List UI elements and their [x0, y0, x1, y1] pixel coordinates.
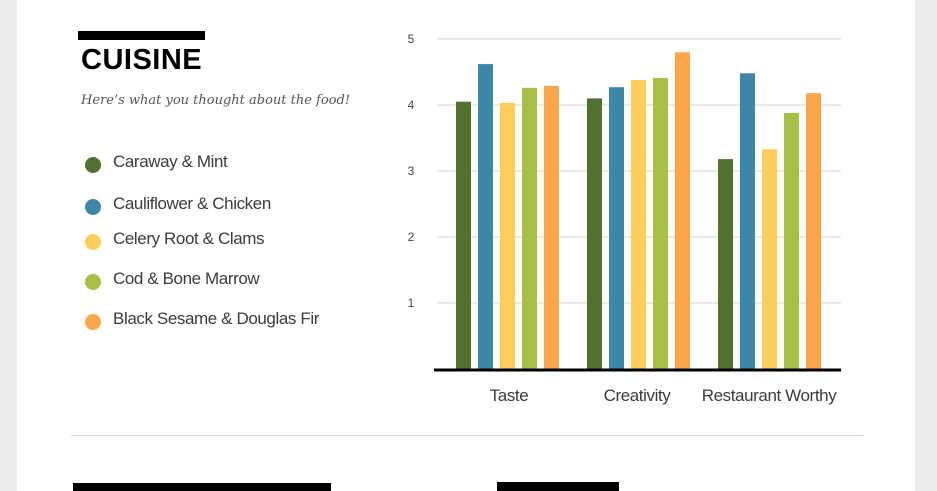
legend-label: Caraway & Mint [113, 152, 228, 171]
bar [784, 112, 799, 370]
bar [718, 159, 733, 369]
bar [544, 85, 559, 370]
legend-swatch [85, 274, 101, 290]
bar [500, 103, 515, 370]
x-axis-categories: Taste Creativity Restaurant Worthy [490, 386, 838, 405]
bar [609, 87, 624, 370]
legend-swatch [85, 234, 101, 250]
bar [762, 149, 777, 369]
section-title: CUISINE [81, 44, 203, 76]
bar [653, 77, 668, 369]
legend-swatch [85, 199, 101, 215]
bars [456, 52, 821, 370]
legend-swatch [85, 157, 101, 173]
y-tick-label: 3 [408, 164, 415, 178]
x-category-label: Restaurant Worthy [702, 386, 838, 405]
bar [675, 52, 690, 369]
next-section-accent-bar-right [497, 482, 619, 491]
legend-label: Celery Root & Clams [113, 229, 265, 248]
legend-label: Cod & Bone Marrow [113, 269, 260, 288]
bar [456, 101, 471, 369]
bar [806, 93, 821, 370]
x-category-label: Taste [490, 386, 529, 405]
bar [478, 64, 493, 369]
bar [740, 73, 755, 369]
next-section-accent-bar [73, 483, 331, 491]
title-accent-bar [78, 31, 205, 40]
x-category-label: Creativity [604, 386, 672, 405]
bar [587, 98, 602, 370]
bar [522, 87, 537, 369]
bar [631, 79, 646, 370]
section-divider [71, 435, 863, 436]
y-tick-label: 2 [408, 230, 415, 244]
y-tick-label: 5 [408, 32, 415, 46]
y-axis-ticks: 1 2 3 4 5 [408, 32, 415, 310]
y-tick-label: 4 [408, 98, 415, 112]
y-tick-label: 1 [408, 296, 415, 310]
legend-label: Cauliflower & Chicken [113, 194, 271, 213]
legend-swatch [85, 314, 101, 330]
legend-label: Black Sesame & Douglas Fir [113, 309, 319, 328]
section-subtitle: Here’s what you thought about the food! [81, 93, 351, 108]
